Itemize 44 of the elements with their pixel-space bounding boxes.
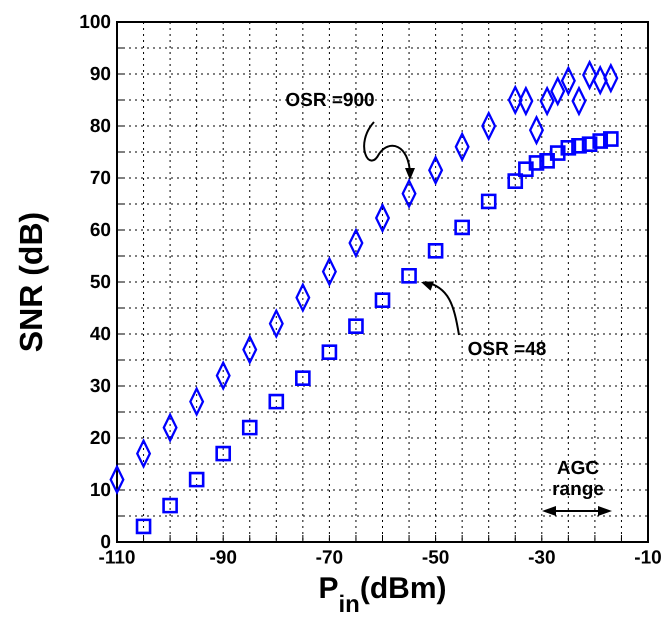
point	[428, 242, 444, 259]
point	[454, 220, 470, 236]
point	[295, 370, 311, 386]
y-tick-label: 10	[90, 480, 111, 502]
y-tick-label: 30	[90, 376, 111, 398]
x-axis-title: P$_{in}$(dBm)	[318, 572, 446, 618]
x-tick-label: -30	[528, 547, 556, 568]
y-tick-label: 100	[79, 12, 111, 34]
point	[480, 194, 497, 210]
y-tick-label: 90	[90, 64, 111, 86]
point	[401, 268, 417, 284]
point	[507, 173, 524, 189]
x-tick-label: -70	[316, 547, 344, 568]
y-tick-label: 60	[90, 220, 111, 242]
annotation: OSR =48	[468, 339, 546, 360]
point	[592, 133, 608, 149]
point	[348, 318, 364, 334]
y-axis-title: SNR (dB)	[13, 212, 49, 352]
point	[136, 518, 152, 534]
y-tick-label: 70	[90, 168, 111, 190]
point	[162, 498, 178, 514]
point	[518, 161, 534, 177]
point	[374, 292, 390, 308]
point	[215, 446, 232, 462]
point	[571, 138, 587, 154]
annotation: OSR =900	[285, 90, 375, 111]
point	[550, 145, 566, 161]
point	[242, 420, 258, 436]
point	[322, 344, 338, 360]
x-tick-label: -90	[209, 547, 237, 568]
point	[539, 153, 555, 169]
point	[560, 140, 576, 156]
point	[603, 131, 619, 147]
y-tick-label: 80	[90, 116, 111, 138]
point	[188, 472, 204, 488]
y-tick-label: 40	[90, 324, 111, 346]
point	[268, 394, 284, 410]
x-tick-label: -50	[422, 547, 450, 568]
annotation: AGC range	[552, 458, 604, 500]
x-tick-label: -10	[634, 547, 662, 568]
y-tick-label: 50	[90, 272, 111, 294]
point	[582, 136, 598, 152]
y-tick-label: 20	[90, 428, 111, 450]
point	[528, 155, 544, 171]
